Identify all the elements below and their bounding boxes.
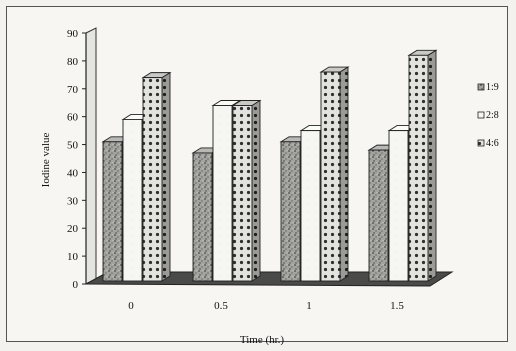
y-tick-label: 40 — [67, 167, 79, 179]
bar — [388, 130, 409, 282]
y-tick-label: 90 — [67, 28, 79, 40]
y-tick-label: 50 — [67, 140, 79, 152]
bar-side-face — [161, 71, 171, 282]
bars-layer: 0 0.5 1 1.5 — [101, 49, 438, 312]
bar — [320, 71, 341, 282]
x-tick-label: 0 — [128, 300, 134, 312]
bar — [192, 152, 213, 282]
x-tick-label: 0.5 — [214, 300, 228, 312]
bar — [300, 130, 321, 282]
y-tick-label: 60 — [67, 112, 79, 124]
y-tick-label: 0 — [73, 279, 79, 291]
bar — [280, 141, 301, 282]
bar — [368, 149, 389, 282]
x-axis-label: Time (hr.) — [240, 334, 285, 346]
legend-label: 1:9 — [486, 82, 499, 93]
legend-swatch — [477, 139, 485, 147]
bar — [142, 77, 163, 282]
floor-layer — [85, 271, 454, 287]
bar — [232, 105, 253, 282]
y-axis-label: Iodine value — [40, 133, 52, 188]
y-tick-label: 30 — [67, 195, 79, 207]
y-axis-wall — [85, 27, 97, 285]
bar — [212, 105, 233, 282]
x-tick-label: 1 — [306, 300, 312, 312]
bar-side-face — [251, 99, 261, 282]
axis-layer: 0 10 20 30 40 50 60 70 80 90 — [67, 27, 97, 291]
legend-label: 2:8 — [486, 110, 499, 121]
y-tick-label: 80 — [67, 56, 79, 68]
bar — [122, 119, 143, 282]
bar — [408, 54, 429, 282]
bar — [102, 141, 123, 282]
legend: 1:9 2:8 4:6 — [477, 82, 499, 149]
x-tick-label: 1.5 — [390, 300, 404, 312]
legend-swatch — [477, 83, 485, 91]
chart-floor — [85, 271, 454, 287]
bar-side-face — [339, 66, 349, 282]
legend-swatch — [477, 111, 485, 119]
y-tick-label: 20 — [67, 223, 79, 235]
y-tick-label: 10 — [67, 251, 79, 263]
legend-label: 4:6 — [486, 138, 499, 149]
y-tick-label: 70 — [67, 84, 79, 96]
bar-side-face — [427, 49, 437, 282]
